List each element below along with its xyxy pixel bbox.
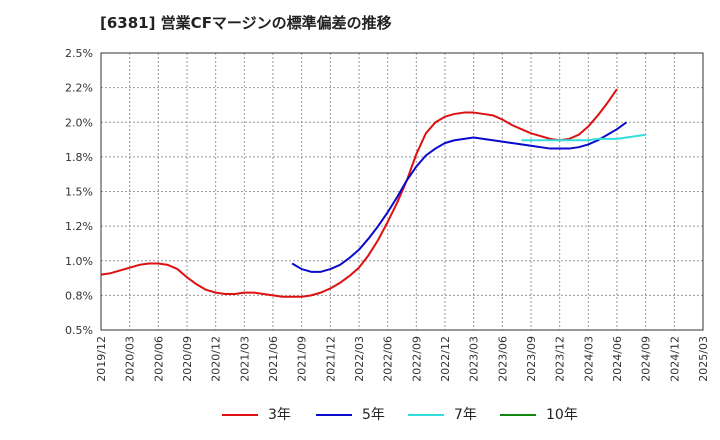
x-tick-label: 2020/12 (210, 336, 223, 382)
legend: 3年 5年 7年 10年 (0, 400, 720, 430)
x-tick-label: 2024/12 (668, 336, 681, 382)
chart-title: [6381] 営業CFマージンの標準偏差の推移 (100, 14, 392, 32)
x-tick-label: 2021/06 (267, 336, 280, 382)
legend-label-7y: 7年 (454, 407, 477, 423)
x-tick-label: 2025/03 (697, 336, 710, 382)
x-tick-label: 2019/12 (95, 336, 108, 382)
y-tick-label: 1.8% (65, 151, 93, 164)
x-tick-label: 2023/06 (496, 336, 509, 382)
x-tick-label: 2022/03 (353, 336, 366, 382)
y-tick-label: 0.5% (65, 324, 93, 337)
x-tick-label: 2021/12 (324, 336, 337, 382)
legend-swatch-5y (316, 414, 352, 416)
line-chart: 0.5% 0.8% 1.0% 1.2% 1.5% 1.8% 2.0% 2.2% 2.5% 201… (65, 47, 710, 382)
x-tick-label: 2023/09 (525, 336, 538, 382)
legend-label-3y: 3年 (268, 407, 291, 423)
x-tick-label: 2024/06 (611, 336, 624, 382)
y-axis: 0.5% 0.8% 1.0% 1.2% 1.5% 1.8% 2.0% 2.2% 2.5% (65, 47, 93, 337)
y-tick-label: 2.5% (65, 47, 93, 60)
y-tick-label: 2.0% (65, 116, 93, 129)
x-tick-label: 2022/09 (410, 336, 423, 382)
legend-label-10y: 10年 (546, 407, 578, 423)
y-tick-label: 0.8% (65, 289, 93, 302)
x-tick-label: 2020/09 (181, 336, 194, 382)
series-lines (100, 88, 646, 298)
series-line-1 (291, 121, 628, 273)
y-tick-label: 1.0% (65, 255, 93, 268)
x-tick-label: 2020/03 (124, 336, 137, 382)
legend-swatch-10y (500, 414, 536, 416)
x-tick-label: 2022/06 (382, 336, 395, 382)
legend-label-5y: 5年 (362, 407, 385, 423)
plot-frame (100, 52, 704, 331)
x-tick-label: 2024/03 (582, 336, 595, 382)
x-tick-label: 2024/09 (640, 336, 653, 382)
y-tick-label: 1.5% (65, 186, 93, 199)
x-tick-label: 2020/06 (152, 336, 165, 382)
legend-swatch-7y (408, 414, 444, 416)
legend-swatch-3y (222, 414, 258, 416)
y-tick-label: 1.2% (65, 220, 93, 233)
series-line-0 (100, 88, 618, 298)
x-tick-label: 2023/12 (554, 336, 567, 382)
x-tick-label: 2023/03 (468, 336, 481, 382)
x-tick-label: 2021/09 (296, 336, 309, 382)
series-line-2 (521, 133, 646, 142)
y-tick-label: 2.2% (65, 82, 93, 95)
x-tick-label: 2022/12 (439, 336, 452, 382)
x-tick-label: 2021/03 (238, 336, 251, 382)
x-axis: 2019/12 2020/03 2020/06 2020/09 2020/12 2021/… (95, 336, 710, 382)
